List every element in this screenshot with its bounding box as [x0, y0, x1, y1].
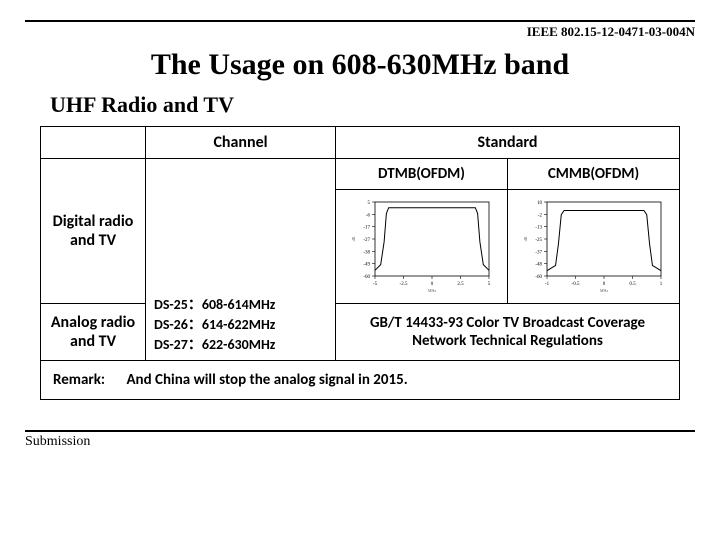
bottom-rule — [25, 430, 695, 432]
usage-table: Channel Standard Digital radio and TV DS… — [40, 126, 680, 400]
cmmb-chart-cell: -60-48-37-25-13-210-1-0.500.51dBMHz — [508, 190, 680, 304]
svg-text:-2: -2 — [537, 213, 542, 218]
svg-text:0.5: 0.5 — [629, 282, 636, 287]
channel-ds25: DS-25：608-614MHz — [154, 294, 327, 314]
dtmb-spectrum-chart: -60-49-38-27-17-65-5-2.502.55dBMHz — [347, 194, 497, 294]
gbt-regulation: GB/T 14433-93 Color TV Broadcast Coverag… — [336, 304, 680, 361]
svg-text:-60: -60 — [535, 275, 542, 280]
svg-text:-1: -1 — [544, 282, 549, 287]
document-id: IEEE 802.15-12-0471-03-004N — [25, 24, 695, 40]
page-subtitle: UHF Radio and TV — [50, 92, 695, 118]
svg-text:MHz: MHz — [427, 288, 435, 293]
svg-text:-17: -17 — [363, 226, 370, 231]
remark-label: Remark: — [53, 371, 105, 389]
svg-text:-37: -37 — [535, 250, 542, 255]
remark-text: And China will stop the analog signal in… — [126, 371, 407, 389]
top-rule — [25, 20, 695, 22]
remark-row: Remark: And China will stop the analog s… — [41, 361, 680, 400]
dtmb-chart-cell: -60-49-38-27-17-65-5-2.502.55dBMHz — [336, 190, 508, 304]
channel-ds26: DS-26：614-622MHz — [154, 314, 327, 334]
svg-text:-27: -27 — [363, 238, 370, 243]
svg-text:dB: dB — [523, 236, 528, 241]
svg-text:-5: -5 — [372, 282, 377, 287]
channel-ds27: DS-27：622-630MHz — [154, 334, 327, 354]
svg-text:-6: -6 — [365, 213, 370, 218]
header-channel: Channel — [146, 127, 336, 159]
svg-text:-13: -13 — [535, 226, 542, 231]
std-dtmb-label: DTMB(OFDM) — [336, 159, 508, 190]
svg-text:-48: -48 — [535, 263, 542, 268]
std-cmmb-label: CMMB(OFDM) — [508, 159, 680, 190]
channel-list: DS-25：608-614MHz DS-26：614-622MHz DS-27：… — [146, 159, 336, 361]
svg-text:10: 10 — [537, 201, 543, 206]
svg-text:-25: -25 — [535, 238, 542, 243]
cmmb-spectrum-chart: -60-48-37-25-13-210-1-0.500.51dBMHz — [519, 194, 669, 294]
svg-text:-38: -38 — [363, 250, 370, 255]
svg-text:dB: dB — [351, 236, 356, 241]
svg-text:MHz: MHz — [599, 288, 607, 293]
svg-text:-60: -60 — [363, 275, 370, 280]
table-corner — [41, 127, 146, 159]
footer-submission: Submission — [25, 434, 695, 450]
row-analog-label: Analog radio and TV — [41, 304, 146, 361]
row-digital-label: Digital radio and TV — [41, 159, 146, 304]
svg-text:-0.5: -0.5 — [571, 282, 579, 287]
svg-text:-49: -49 — [363, 263, 370, 268]
svg-text:2.5: 2.5 — [457, 282, 464, 287]
page-title: The Usage on 608-630MHz band — [25, 48, 695, 82]
svg-text:-2.5: -2.5 — [399, 282, 407, 287]
header-standard: Standard — [336, 127, 680, 159]
